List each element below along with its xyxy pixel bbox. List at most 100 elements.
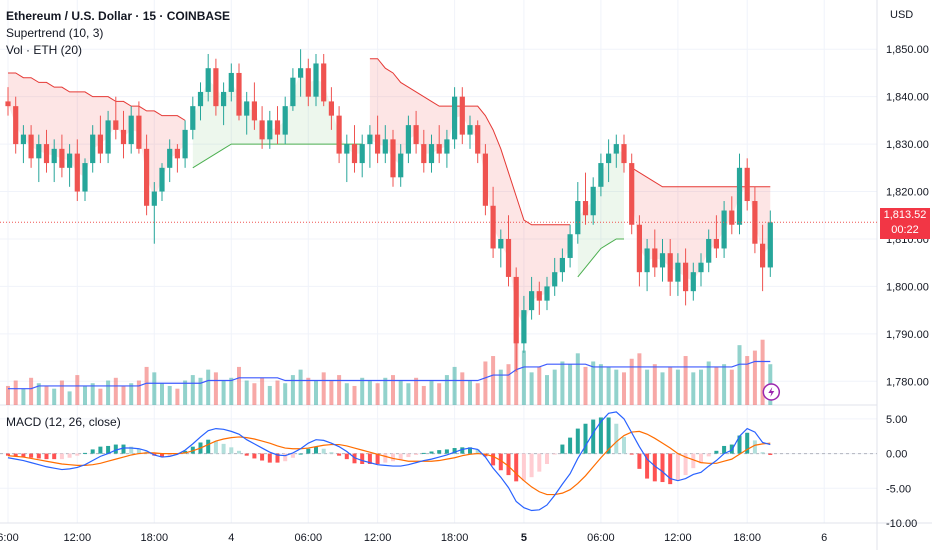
macd-histogram-bar	[298, 453, 303, 455]
macd-legend[interactable]: MACD (12, 26, close)	[6, 415, 121, 429]
candle	[405, 115, 411, 164]
volume-ma	[8, 360, 771, 390]
volume-bar	[568, 364, 573, 405]
volume-bar	[429, 380, 434, 405]
volume-bar	[275, 380, 280, 405]
macd-histogram-bar	[267, 453, 272, 463]
volume-bar	[337, 375, 342, 405]
volume-legend[interactable]: Vol · ETH (20)	[6, 43, 83, 57]
candle-body	[213, 68, 219, 107]
candle-body	[475, 125, 481, 154]
candle	[328, 87, 334, 130]
candle	[128, 106, 134, 154]
candle-body	[552, 272, 558, 287]
macd-histogram-bar	[606, 417, 611, 454]
alert-badge[interactable]	[762, 383, 781, 401]
volume-bar	[645, 369, 650, 405]
candle-body	[736, 167, 743, 225]
candle-body	[760, 243, 766, 268]
candle-body	[136, 115, 142, 149]
macd-histogram-bar	[329, 452, 334, 454]
supertrend-line-down	[369, 58, 571, 226]
volume-bar	[90, 383, 95, 405]
volume-bar	[552, 369, 557, 405]
macd-histogram-bar	[106, 445, 111, 454]
candle	[767, 210, 773, 277]
macd-histogram-bar	[44, 453, 49, 460]
volume-bar	[598, 364, 603, 405]
candle-body	[559, 257, 565, 273]
macd-signal-line	[7, 430, 771, 496]
candle-body	[20, 134, 26, 145]
macd-histogram-bar	[260, 453, 265, 461]
volume-bar	[83, 385, 87, 405]
volume-bar	[306, 377, 311, 405]
macd-tick-label: 5.00	[886, 414, 907, 426]
candle-body	[5, 101, 11, 107]
candle-body	[713, 238, 719, 249]
candle	[244, 91, 250, 135]
candle-body	[505, 238, 512, 277]
supertrend-legend[interactable]: Supertrend (10, 3)	[6, 26, 104, 40]
candle-body	[721, 210, 727, 249]
volume-bar	[483, 361, 488, 405]
candle	[105, 110, 111, 164]
macd-histogram-bar	[406, 453, 411, 458]
volume-bar	[352, 385, 357, 405]
volume-bar	[391, 375, 395, 405]
volume-bar	[622, 372, 626, 405]
candle-body	[744, 167, 750, 202]
symbol-title[interactable]: Ethereum / U.S. Dollar · 15 · COINBASE	[6, 9, 231, 23]
candle-body	[274, 120, 281, 135]
time-tick-label: 06:00	[295, 532, 323, 544]
volume-bar	[475, 383, 480, 405]
macd-pane	[0, 411, 877, 512]
candle	[228, 63, 234, 102]
macd-histogram-bar	[622, 436, 626, 454]
candle	[136, 101, 142, 154]
candle	[390, 129, 396, 187]
volume-bar	[252, 383, 257, 405]
candle-body	[752, 201, 758, 244]
volume-bar	[167, 385, 172, 405]
candle	[120, 110, 127, 159]
macd-histogram-bar	[83, 452, 87, 454]
last-price-value: 1,813.52	[883, 209, 927, 221]
candle	[367, 125, 373, 168]
candle	[590, 177, 596, 225]
candle	[159, 163, 165, 202]
macd-histogram-bar	[706, 453, 711, 457]
candle	[382, 125, 388, 164]
volume-bar	[198, 377, 203, 405]
candle-body	[644, 248, 650, 273]
candle-body	[706, 238, 712, 263]
volume-bar	[229, 377, 234, 405]
macd-histogram-bar	[537, 453, 542, 472]
candle-body	[675, 262, 681, 282]
candle-body	[613, 144, 619, 154]
volume-bar	[737, 345, 742, 405]
candle	[113, 96, 119, 140]
volume-bar	[729, 369, 734, 405]
candle	[151, 182, 157, 244]
candle	[559, 248, 565, 282]
candle-body	[382, 139, 388, 154]
candle	[582, 172, 589, 225]
volume-bar	[59, 380, 64, 405]
volume-ma-line	[8, 360, 771, 390]
candle-body	[636, 224, 642, 273]
currency-label[interactable]: USD	[890, 9, 914, 21]
macd-histogram-bar	[290, 453, 295, 458]
candle-body	[236, 72, 242, 116]
candle-body	[59, 148, 65, 168]
candle-body	[74, 153, 80, 192]
macd-histogram-bar	[129, 446, 134, 454]
candle-body	[582, 201, 589, 216]
volume-bar	[452, 366, 457, 405]
candle-body	[159, 167, 165, 192]
candle	[290, 68, 296, 111]
macd-tick-label: -5.00	[886, 483, 911, 495]
volume-bar	[283, 383, 288, 405]
